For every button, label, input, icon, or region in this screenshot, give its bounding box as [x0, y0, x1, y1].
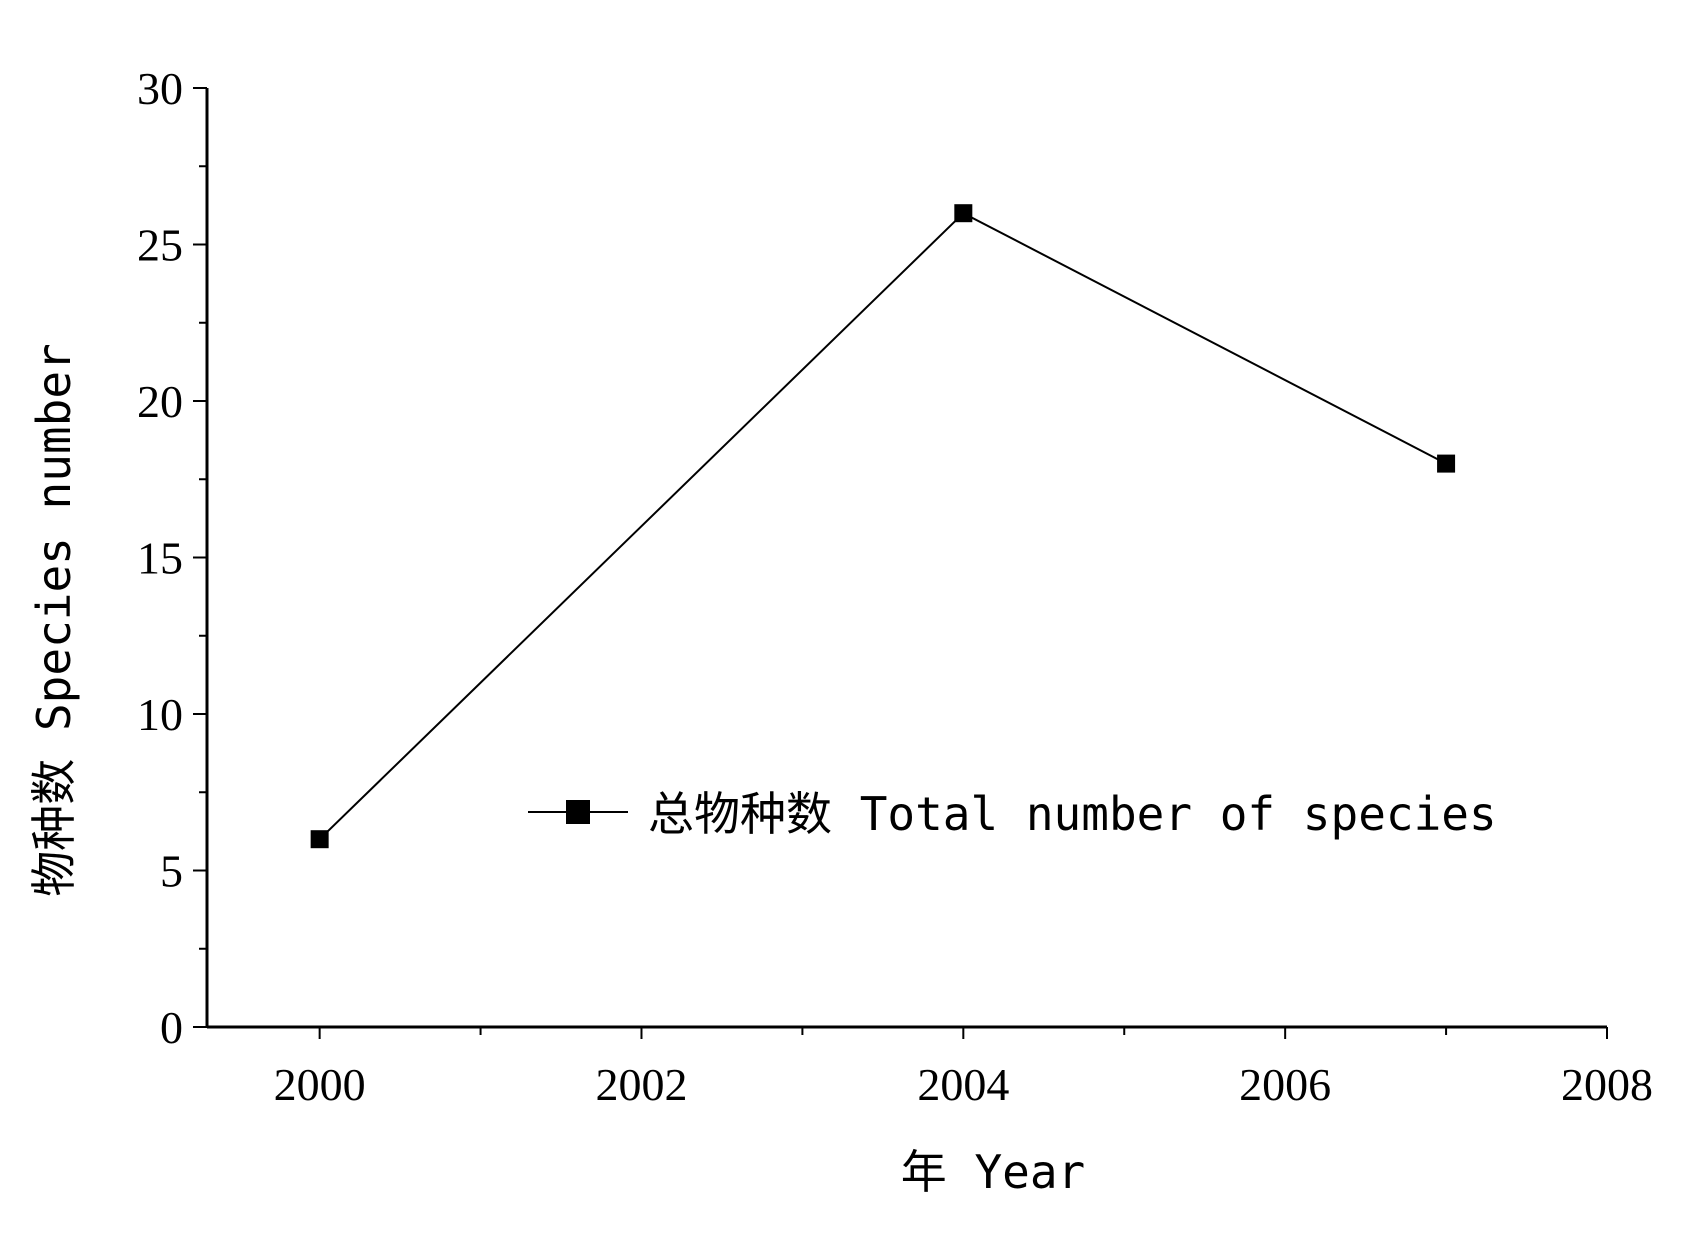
axes	[205, 88, 1607, 1029]
y-tick-label: 25	[137, 220, 183, 271]
y-tick-label: 15	[137, 533, 183, 584]
data-point-marker	[1437, 454, 1456, 473]
legend-square-marker	[566, 800, 590, 824]
legend: 总物种数 Total number of species	[528, 787, 1497, 841]
y-axis-title: 物种数 Species number	[27, 343, 81, 896]
data-point-marker	[954, 204, 973, 223]
y-tick-label: 0	[160, 1002, 183, 1053]
y-tick-label: 5	[160, 846, 183, 897]
ticks: 0 5 10 15 20 25 30 2000 2002 2004 2006 2008	[137, 63, 1653, 1110]
data-point-marker	[310, 830, 329, 849]
series	[310, 204, 1456, 849]
series-line	[318, 211, 1447, 840]
y-tick-label: 20	[137, 376, 183, 427]
y-tick-label: 10	[137, 689, 183, 740]
x-tick-label: 2008	[1561, 1059, 1653, 1110]
x-tick-label: 2000	[274, 1059, 366, 1110]
y-tick-label: 30	[137, 63, 183, 114]
x-tick-label: 2002	[595, 1059, 687, 1110]
x-axis-title: 年 Year	[901, 1145, 1085, 1199]
x-tick-label: 2006	[1239, 1059, 1331, 1110]
legend-label: 总物种数 Total number of species	[648, 787, 1497, 841]
x-tick-label: 2004	[917, 1059, 1009, 1110]
